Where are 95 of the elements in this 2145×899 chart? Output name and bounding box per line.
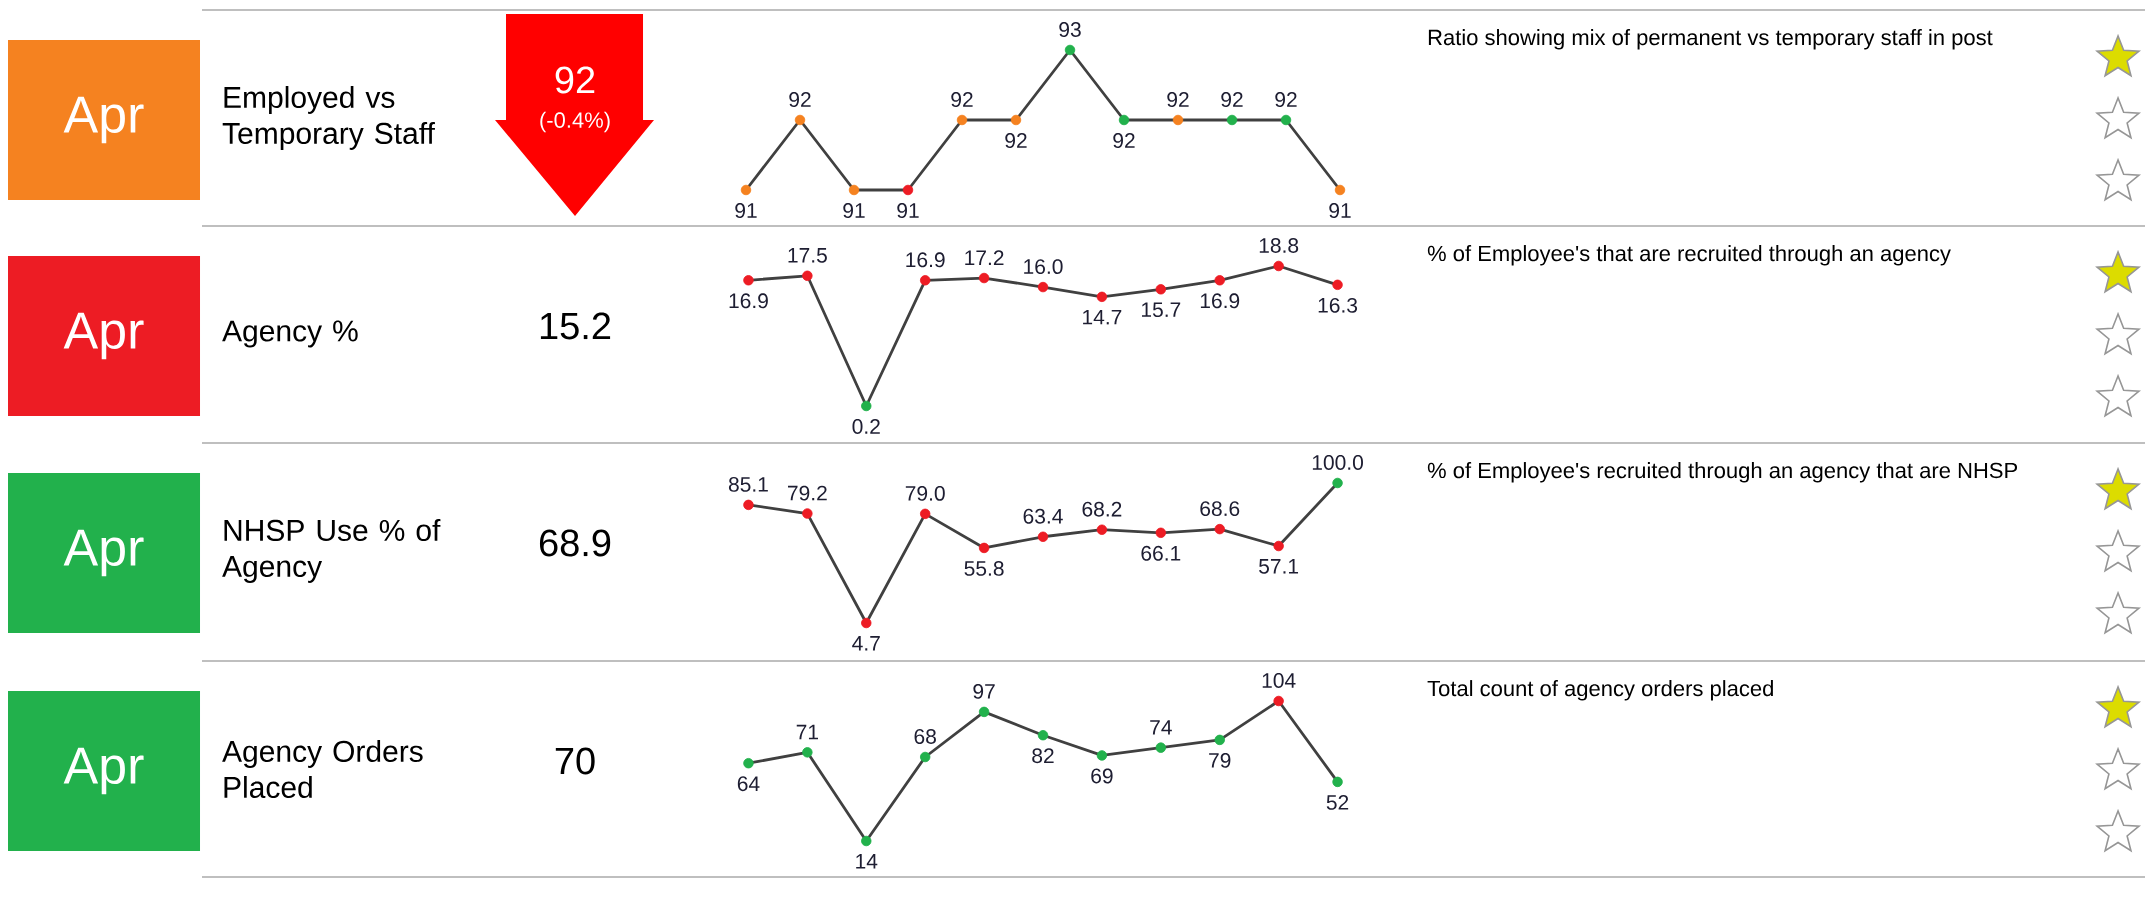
point bbox=[978, 706, 990, 718]
data-label: 104 bbox=[1262, 673, 1296, 688]
point bbox=[1214, 275, 1225, 286]
point bbox=[1273, 540, 1284, 552]
point bbox=[802, 270, 813, 281]
point bbox=[802, 508, 813, 519]
data-label: 4.7 bbox=[852, 636, 880, 651]
point bbox=[861, 617, 872, 629]
data-label: 71 bbox=[796, 724, 818, 740]
point bbox=[1037, 281, 1049, 293]
point bbox=[1273, 260, 1284, 272]
data-label: 16.9 bbox=[906, 252, 945, 268]
data-label: 91 bbox=[897, 203, 919, 218]
data-label: 82 bbox=[1032, 748, 1054, 764]
data-label: 92 bbox=[1167, 92, 1189, 107]
data-label: 92 bbox=[1005, 133, 1027, 148]
text: Apr bbox=[63, 312, 144, 360]
data-label: 69 bbox=[1091, 768, 1113, 784]
data-label: 63.4 bbox=[1023, 508, 1063, 524]
data-label: 0.2 bbox=[852, 419, 880, 434]
data-label: 91 bbox=[735, 203, 757, 218]
point bbox=[1155, 284, 1167, 295]
data-label: 55.8 bbox=[964, 561, 1004, 576]
data-label: 57.1 bbox=[1259, 559, 1299, 574]
data-label: 79.0 bbox=[905, 485, 945, 501]
point bbox=[1332, 776, 1343, 788]
point bbox=[1037, 730, 1049, 741]
text: 70 bbox=[555, 747, 595, 775]
data-label: 16.0 bbox=[1024, 259, 1063, 275]
point bbox=[978, 272, 990, 284]
point bbox=[1096, 524, 1108, 535]
text: Ratio showing mix of permanent vs temporary staff in post bbox=[1428, 29, 1993, 50]
y-axis-title: NHSP Use % of Agency bbox=[222, 519, 441, 583]
data-label: 66.1 bbox=[1141, 545, 1181, 561]
y-axis-title: Agency % bbox=[222, 320, 358, 348]
point bbox=[919, 275, 931, 286]
data-label: 16.9 bbox=[729, 293, 768, 309]
text: Apr bbox=[63, 747, 144, 795]
point bbox=[1332, 279, 1343, 291]
text: Total count of agency orders placed bbox=[1427, 680, 1773, 701]
data-label: 92 bbox=[789, 92, 811, 107]
data-label: 92 bbox=[1275, 92, 1297, 107]
text: % of Employee's that are recruited through an agency bbox=[1427, 245, 1951, 266]
text: % of Employee's recruited through an agency that are NHSP bbox=[1427, 462, 2018, 483]
data-label: 91 bbox=[843, 203, 865, 218]
data-label: 92 bbox=[1221, 92, 1243, 107]
data-label: 74 bbox=[1150, 720, 1172, 735]
text: Apr bbox=[63, 529, 144, 577]
point bbox=[919, 751, 931, 763]
data-label: 92 bbox=[1113, 133, 1135, 148]
point bbox=[1214, 734, 1225, 746]
point bbox=[919, 508, 931, 520]
point bbox=[978, 542, 990, 554]
data-label: 14 bbox=[856, 854, 878, 869]
data-label: 64 bbox=[737, 776, 760, 792]
point bbox=[1096, 291, 1108, 303]
data-label: 79 bbox=[1209, 752, 1231, 768]
data-label: 100.0 bbox=[1312, 455, 1363, 470]
point bbox=[1273, 695, 1284, 707]
data-label: 52 bbox=[1326, 794, 1349, 810]
data-label: 91 bbox=[1329, 203, 1351, 218]
data-label: 15.7 bbox=[1141, 302, 1181, 318]
point bbox=[1037, 531, 1049, 542]
point bbox=[802, 747, 813, 758]
point bbox=[1332, 477, 1343, 489]
point bbox=[1214, 523, 1225, 535]
data-label: 85.1 bbox=[728, 476, 768, 492]
data-label: 97 bbox=[973, 683, 995, 699]
y-axis-title: Employed vs Temporary Staff bbox=[222, 86, 435, 150]
data-label: 68.6 bbox=[1200, 501, 1240, 517]
data-label: 17.5 bbox=[788, 248, 827, 263]
data-label: 93 bbox=[1059, 22, 1081, 37]
text: 15.2 bbox=[540, 312, 611, 340]
point bbox=[743, 275, 754, 286]
text: 68.9 bbox=[539, 529, 611, 557]
data-label: 68.2 bbox=[1082, 501, 1122, 517]
point bbox=[743, 499, 754, 511]
text: 92 bbox=[555, 66, 595, 94]
point bbox=[861, 835, 872, 847]
data-label: 16.3 bbox=[1318, 297, 1358, 313]
point bbox=[861, 400, 872, 412]
point bbox=[1096, 750, 1108, 761]
data-label: 18.8 bbox=[1259, 238, 1299, 253]
text: Apr bbox=[63, 96, 144, 144]
data-label: 68 bbox=[914, 729, 936, 744]
point bbox=[743, 758, 754, 769]
data-label: 16.9 bbox=[1200, 293, 1240, 309]
y-axis-title: Agency Orders Placed bbox=[222, 739, 423, 798]
data-label: 79.2 bbox=[788, 485, 827, 501]
data-label: 92 bbox=[951, 92, 973, 107]
data-label: 17.2 bbox=[965, 250, 1004, 265]
text: (-0.4%) bbox=[540, 111, 610, 133]
point bbox=[1155, 742, 1167, 753]
point bbox=[1155, 527, 1167, 538]
data-label: 14.7 bbox=[1083, 309, 1122, 325]
